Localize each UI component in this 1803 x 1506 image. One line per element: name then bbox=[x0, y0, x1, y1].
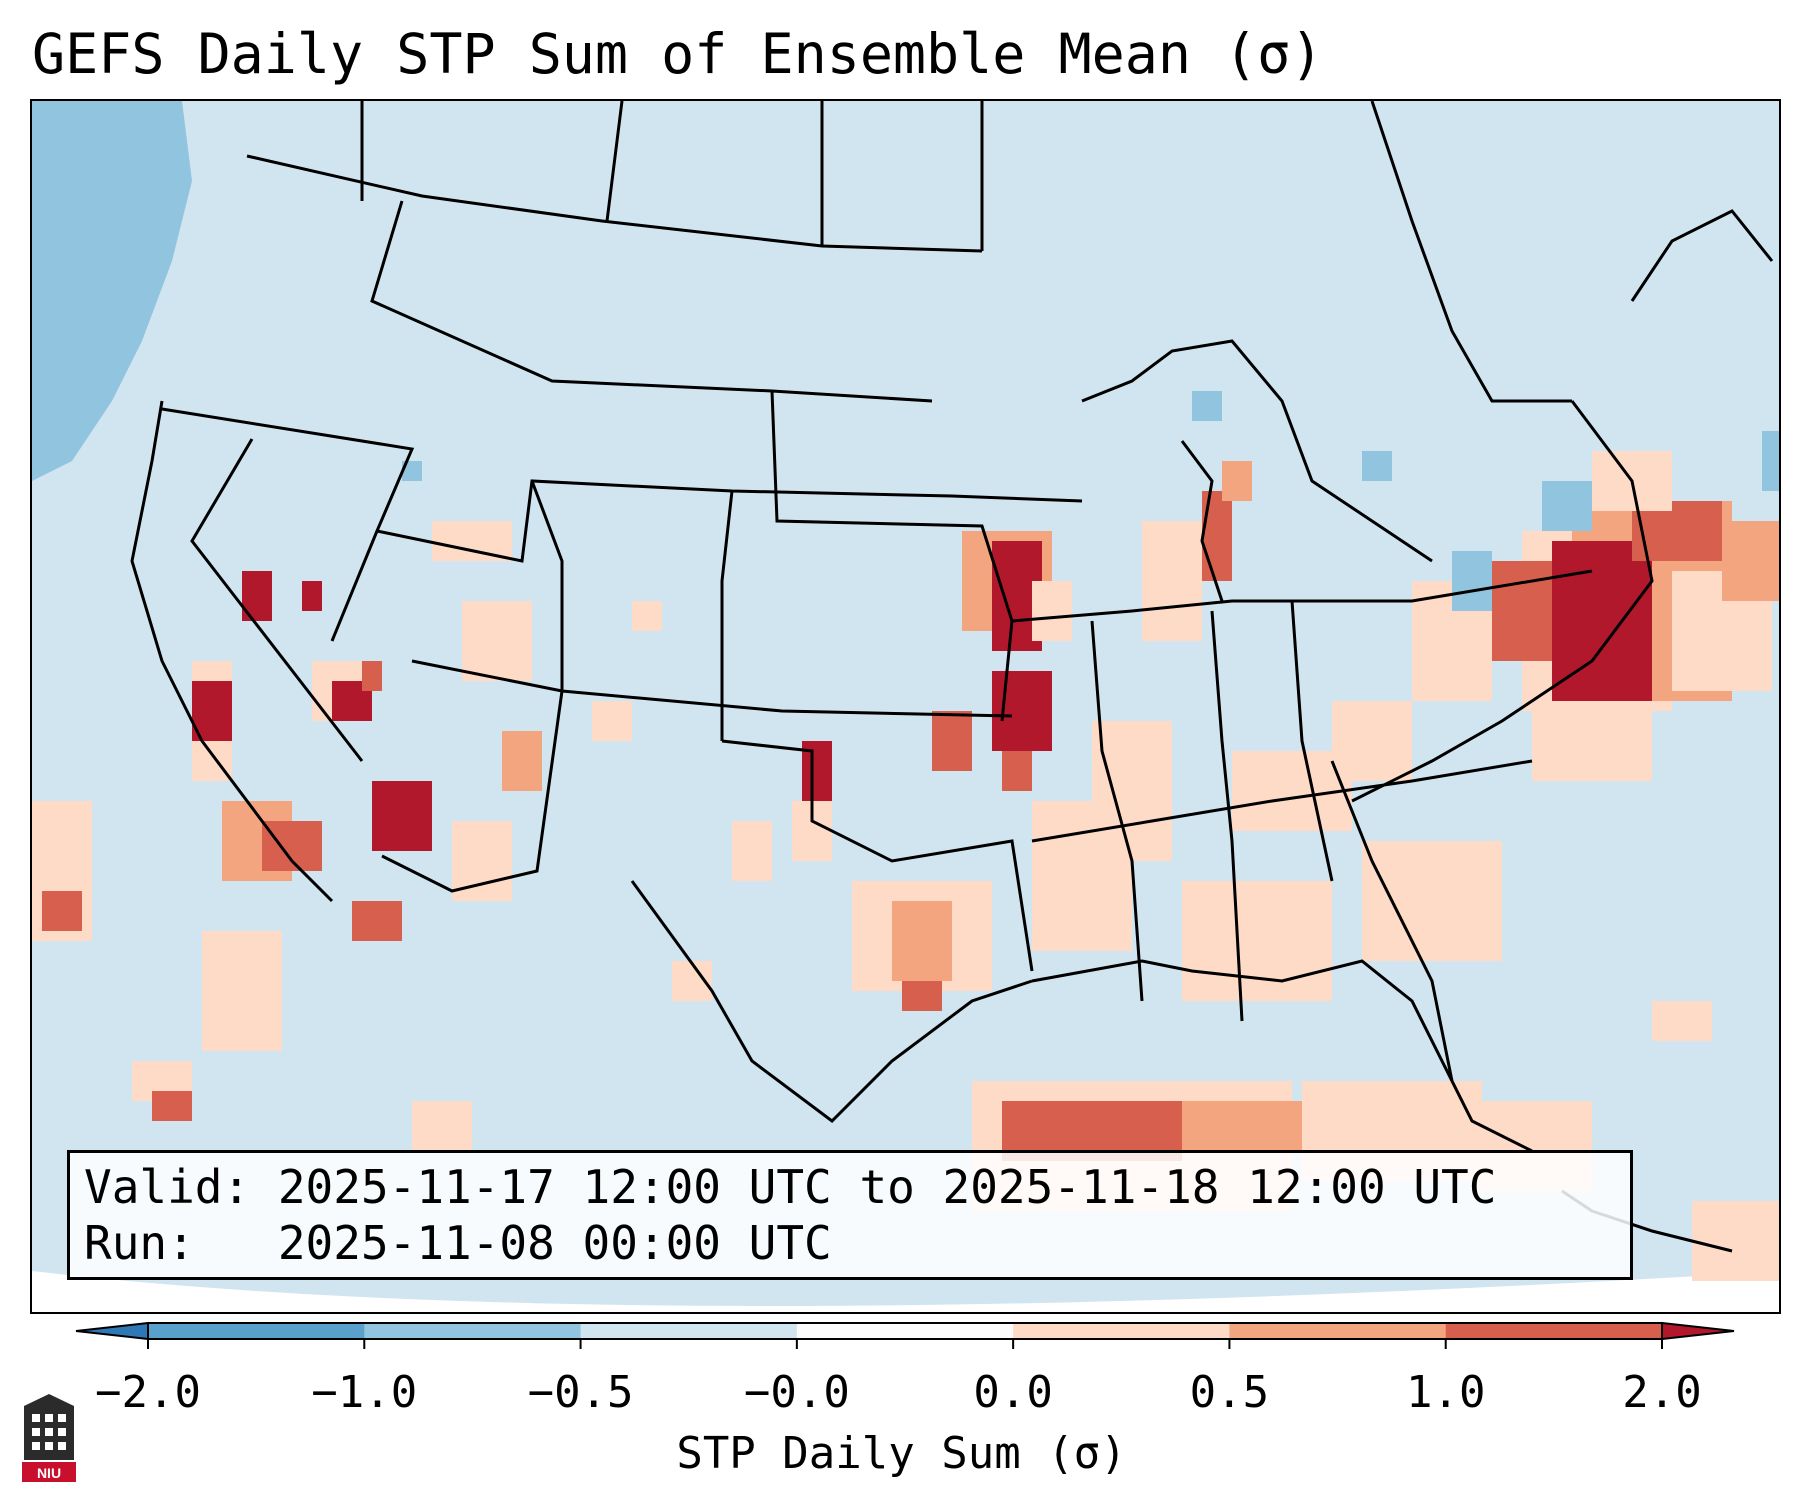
oklahoma-texas-boundary bbox=[721, 739, 1034, 972]
anomaly-cell bbox=[502, 731, 542, 791]
anomaly-cell bbox=[1652, 1001, 1712, 1041]
anomaly-cell bbox=[1762, 431, 1779, 491]
mid-line-1 bbox=[376, 479, 1083, 563]
run-time-text: Run: 2025-11-08 00:00 UTC bbox=[84, 1216, 832, 1270]
anomaly-cell bbox=[1182, 881, 1332, 1001]
colorbar-extend-low bbox=[75, 1321, 149, 1341]
arizona-boundary bbox=[381, 480, 564, 893]
colorbar-segment bbox=[1445, 1323, 1663, 1339]
colorado-kansas-boundary bbox=[720, 490, 734, 741]
canada-boundary-east bbox=[1370, 101, 1572, 403]
ohio-valley-row bbox=[1011, 569, 1593, 623]
anomaly-cell bbox=[412, 1101, 472, 1151]
anomaly-cell bbox=[892, 901, 952, 981]
anomaly-cell bbox=[632, 601, 662, 631]
pacific-negative-area bbox=[32, 101, 192, 481]
georgia-boundary bbox=[1290, 600, 1334, 882]
four-corners-row bbox=[411, 659, 1013, 718]
logo-text: NIU bbox=[37, 1465, 61, 1481]
colorbar-tick-label: 0.0 bbox=[973, 1367, 1053, 1418]
east-coast-south bbox=[1330, 760, 1454, 1082]
colorbar-segment bbox=[1013, 1323, 1230, 1339]
colorbar-label: STP Daily Sum (σ) bbox=[676, 1428, 1127, 1479]
colorbar-tick-label: −0.0 bbox=[743, 1367, 850, 1418]
colorbar-tick-label: 0.5 bbox=[1189, 1367, 1270, 1418]
west-coast-line bbox=[130, 400, 334, 903]
valid-time-text: Valid: 2025-11-17 12:00 UTC to 2025-11-1… bbox=[84, 1160, 1497, 1214]
colorbar-segment bbox=[796, 1323, 1014, 1339]
mississippi-river bbox=[1090, 620, 1144, 1002]
anomaly-cell bbox=[902, 981, 942, 1011]
lake-michigan bbox=[1180, 440, 1224, 602]
colorbar-segment bbox=[580, 1323, 798, 1339]
colorbar-frame bbox=[147, 1322, 1663, 1340]
anomaly-cell bbox=[1552, 541, 1652, 701]
anomaly-cell bbox=[432, 521, 512, 561]
anomaly-cell bbox=[462, 601, 532, 681]
colorbar-tick-label: 1.0 bbox=[1405, 1367, 1486, 1418]
anomaly-cell bbox=[362, 661, 382, 691]
anomaly-cell bbox=[1362, 451, 1392, 481]
anomaly-cell bbox=[1222, 461, 1252, 501]
anomaly-cell bbox=[1032, 581, 1072, 641]
niu-logo: NIU bbox=[22, 1394, 76, 1482]
anomaly-cell bbox=[932, 711, 972, 771]
colorbar-tick-label: 2.0 bbox=[1622, 1367, 1702, 1418]
anomaly-cell bbox=[202, 931, 282, 1051]
anomaly-cell bbox=[42, 891, 82, 931]
chart-title: GEFS Daily STP Sum of Ensemble Mean (σ) bbox=[32, 22, 1324, 86]
anomaly-cell bbox=[372, 781, 432, 851]
anomaly-cell bbox=[1452, 551, 1492, 611]
logo-windows bbox=[32, 1414, 66, 1450]
map-panel bbox=[30, 99, 1781, 1314]
anomaly-cell bbox=[1692, 1201, 1779, 1281]
colorbar-segment bbox=[148, 1323, 365, 1339]
anomaly-cell bbox=[1722, 521, 1779, 601]
valid-time-box: Valid: 2025-11-17 12:00 UTC to 2025-11-1… bbox=[67, 1150, 1633, 1280]
plains-column bbox=[770, 390, 1014, 722]
colorbar-tick-label: −0.5 bbox=[527, 1367, 634, 1418]
nevada-boundary bbox=[190, 438, 364, 762]
maritimes-coast bbox=[1630, 209, 1774, 302]
anomaly-cell bbox=[732, 821, 772, 881]
northern-border-line bbox=[246, 154, 983, 253]
state-boundaries bbox=[130, 101, 1774, 1253]
colorbar-extend-high bbox=[1661, 1321, 1735, 1341]
colorbar-segment bbox=[1229, 1323, 1447, 1339]
anomaly-cell bbox=[1362, 841, 1502, 961]
domain-edge bbox=[32, 1271, 1779, 1312]
anomaly-cell bbox=[1492, 561, 1552, 661]
anomaly-cell bbox=[1002, 751, 1032, 791]
colorbar-tick-label: −1.0 bbox=[311, 1367, 418, 1418]
anomaly-cell bbox=[152, 1091, 192, 1121]
anomaly-cell bbox=[592, 701, 632, 741]
oregon-idaho-boundary bbox=[161, 407, 415, 642]
alberta-sask-line bbox=[605, 101, 624, 222]
anomaly-cell bbox=[302, 581, 322, 611]
anomaly-cell bbox=[402, 461, 422, 481]
great-lakes-outline bbox=[1081, 339, 1433, 563]
logo-band bbox=[22, 1462, 76, 1482]
logo-tower bbox=[24, 1394, 74, 1460]
anomaly-cell bbox=[1542, 481, 1592, 531]
colorbar bbox=[75, 1321, 1735, 1349]
gulf-coast bbox=[1031, 959, 1533, 1153]
anomaly-cell bbox=[1192, 391, 1222, 421]
alabama-boundary bbox=[1210, 610, 1244, 1022]
colorbar-segment bbox=[364, 1323, 582, 1339]
montana-south-boundary bbox=[370, 200, 933, 403]
texas-coast bbox=[630, 880, 1033, 1123]
colorbar-tick-label: −2.0 bbox=[95, 1367, 201, 1418]
tennessee-row bbox=[1031, 759, 1533, 843]
anomaly-cell bbox=[352, 901, 402, 941]
anomaly-cell bbox=[1532, 701, 1652, 781]
east-coast-north bbox=[1351, 400, 1654, 803]
anomaly-cell bbox=[1142, 521, 1202, 641]
anomaly-cell bbox=[1182, 1101, 1302, 1151]
